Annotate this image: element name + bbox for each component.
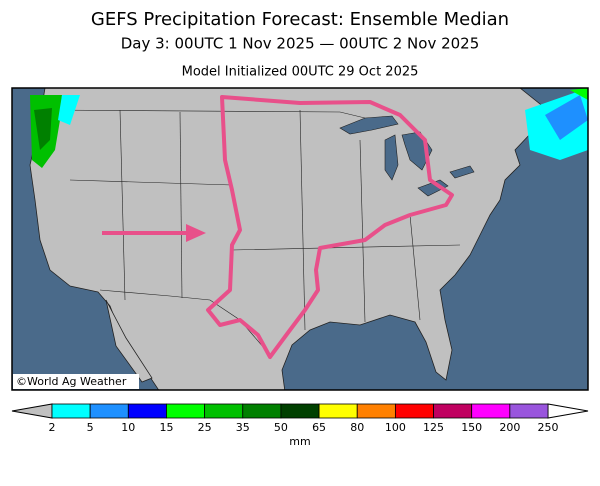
color-swatch <box>433 403 473 419</box>
baja <box>105 299 153 383</box>
below-swatch <box>11 403 53 419</box>
legend-tick-label: 10 <box>121 421 135 434</box>
color-swatch <box>127 403 167 419</box>
color-swatch <box>318 403 358 419</box>
color-swatch <box>509 403 549 419</box>
precip-areas <box>30 88 588 168</box>
legend-tick-label: 200 <box>499 421 520 434</box>
unit-label: mm <box>289 435 310 448</box>
legend-tick-label: 15 <box>159 421 173 434</box>
legend-tick-label: 125 <box>423 421 444 434</box>
color-swatch <box>166 403 206 419</box>
borders <box>44 109 461 356</box>
subtitle: Day 3: 00UTC 1 Nov 2025 — 00UTC 2 Nov 20… <box>121 35 480 53</box>
color-swatch <box>471 403 511 419</box>
color-swatch <box>51 403 91 419</box>
legend-tick-label: 5 <box>87 421 94 434</box>
legend-tick-label: 65 <box>312 421 326 434</box>
arrow-head <box>186 224 206 242</box>
above-swatch <box>547 403 589 419</box>
map-frame: ©World Ag Weather <box>11 87 589 391</box>
colorbar: 2 5 10 15 25 35 50 65 80 100 125 150 200 250 <box>11 403 589 434</box>
legend-tick-label: 25 <box>198 421 212 434</box>
legend-tick-label: 150 <box>461 421 482 434</box>
color-swatch <box>204 403 244 419</box>
legend-tick-label: 2 <box>49 421 56 434</box>
legend-tick-label: 50 <box>274 421 288 434</box>
color-swatch <box>89 403 129 419</box>
color-swatch <box>356 403 396 419</box>
credit-box <box>13 374 139 389</box>
title: GEFS Precipitation Forecast: Ensemble Me… <box>91 9 509 30</box>
color-swatch <box>394 403 434 419</box>
color-swatch <box>280 403 320 419</box>
credit: ©World Ag Weather <box>16 375 127 388</box>
color-swatch <box>242 403 282 419</box>
legend-tick-label: 35 <box>236 421 250 434</box>
legend-tick-label: 250 <box>538 421 559 434</box>
highlight-outline <box>206 95 454 359</box>
legend-tick-label: 100 <box>385 421 406 434</box>
init-time: Model Initialized 00UTC 29 Oct 2025 <box>182 65 419 80</box>
legend-tick-label: 80 <box>350 421 364 434</box>
frame-border <box>11 87 589 391</box>
